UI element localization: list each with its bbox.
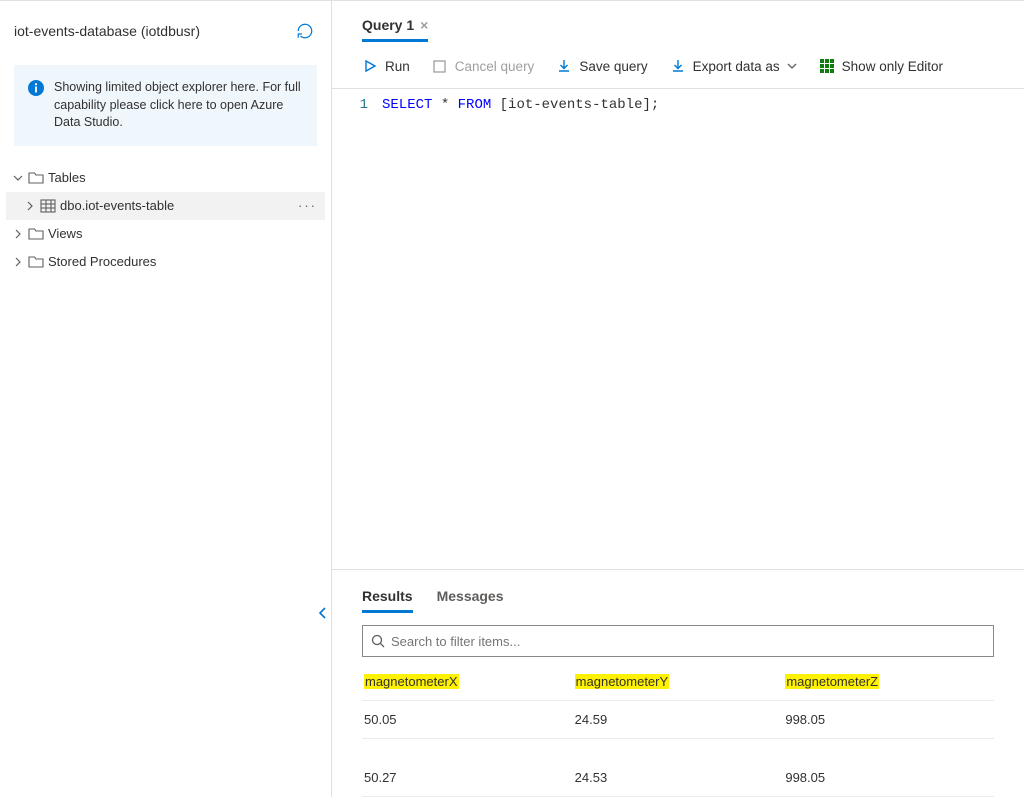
play-icon xyxy=(362,58,378,74)
button-label: Save query xyxy=(579,59,647,74)
refresh-button[interactable] xyxy=(293,19,317,43)
cell: 24.59 xyxy=(573,702,784,737)
cell: 998.05 xyxy=(783,760,994,795)
line-number: 1 xyxy=(332,97,368,113)
collapse-results-button[interactable] xyxy=(318,606,328,625)
column-header[interactable]: magnetometerY xyxy=(573,664,784,699)
results-pane: Results Messages magnetometerX magnetome… xyxy=(332,569,1024,797)
grid-header-row: magnetometerX magnetometerY magnetometer… xyxy=(362,663,994,701)
column-header[interactable]: magnetometerX xyxy=(362,664,573,699)
cell: 24.53 xyxy=(573,760,784,795)
info-icon xyxy=(28,80,44,96)
results-grid: magnetometerX magnetometerY magnetometer… xyxy=(362,663,994,797)
info-text: Showing limited object explorer here. Fo… xyxy=(54,79,303,132)
chevron-right-icon xyxy=(12,228,24,240)
keyword: FROM xyxy=(458,97,492,113)
info-banner[interactable]: Showing limited object explorer here. Fo… xyxy=(14,65,317,146)
tree-label: Tables xyxy=(48,170,319,185)
more-actions-button[interactable]: ··· xyxy=(298,198,319,213)
download-icon xyxy=(556,58,572,74)
run-button[interactable]: Run xyxy=(362,58,410,74)
stop-icon xyxy=(432,58,448,74)
tree-node-views[interactable]: Views xyxy=(6,220,325,248)
tree-node-tables[interactable]: Tables xyxy=(6,164,325,192)
show-only-editor-button[interactable]: Show only Editor xyxy=(819,58,943,74)
tree-label: Stored Procedures xyxy=(48,254,319,269)
line-gutter: 1 xyxy=(332,89,380,569)
tree-label: Views xyxy=(48,226,319,241)
table-row[interactable]: 50.27 24.53 998.05 xyxy=(362,759,994,797)
grid-icon xyxy=(819,58,835,74)
tab-results[interactable]: Results xyxy=(362,582,413,613)
button-label: Export data as xyxy=(693,59,780,74)
query-tabs: Query 1 × xyxy=(332,1,1024,42)
chevron-down-icon xyxy=(787,59,797,74)
keyword: SELECT xyxy=(382,97,432,113)
tab-label: Query 1 xyxy=(362,17,414,33)
button-label: Cancel query xyxy=(455,59,535,74)
object-explorer-sidebar: iot-events-database (iotdbusr) Showing l… xyxy=(0,1,332,797)
folder-icon xyxy=(28,226,44,242)
column-header[interactable]: magnetometerZ xyxy=(783,664,994,699)
query-toolbar: Run Cancel query Save query Export data … xyxy=(332,42,1024,88)
button-label: Show only Editor xyxy=(842,59,943,74)
folder-icon xyxy=(28,170,44,186)
search-icon xyxy=(371,634,385,648)
sql-editor[interactable]: 1 SELECT * FROM [iot-events-table]; xyxy=(332,88,1024,569)
main-area: Query 1 × Run Cancel query Save query xyxy=(332,1,1024,797)
chevron-right-icon xyxy=(24,200,36,212)
refresh-icon xyxy=(296,22,314,40)
button-label: Run xyxy=(385,59,410,74)
database-title: iot-events-database (iotdbusr) xyxy=(14,23,200,39)
code-area[interactable]: SELECT * FROM [iot-events-table]; xyxy=(380,89,1024,569)
tree-label: dbo.iot-events-table xyxy=(60,198,294,213)
save-query-button[interactable]: Save query xyxy=(556,58,647,74)
table-row[interactable]: 50.05 24.59 998.05 xyxy=(362,701,994,739)
table-icon xyxy=(40,198,56,214)
tab-messages[interactable]: Messages xyxy=(437,582,504,613)
close-icon[interactable]: × xyxy=(420,18,428,32)
folder-icon xyxy=(28,254,44,270)
tree-node-stored-procedures[interactable]: Stored Procedures xyxy=(6,248,325,276)
cell: 998.05 xyxy=(783,702,994,737)
spacer-row xyxy=(362,739,994,759)
results-search-input[interactable] xyxy=(391,634,985,649)
object-tree: Tables dbo.iot-events-table ··· Views xyxy=(0,164,331,276)
code-text: * xyxy=(432,97,457,113)
tab-query-1[interactable]: Query 1 × xyxy=(362,11,428,42)
chevron-right-icon xyxy=(12,256,24,268)
tree-node-table-item[interactable]: dbo.iot-events-table ··· xyxy=(6,192,325,220)
cell: 50.05 xyxy=(362,702,573,737)
result-tabs: Results Messages xyxy=(332,570,1024,613)
code-text: [iot-events-table]; xyxy=(491,97,659,113)
export-data-button[interactable]: Export data as xyxy=(670,58,797,74)
sidebar-header: iot-events-database (iotdbusr) xyxy=(0,1,331,55)
cancel-query-button: Cancel query xyxy=(432,58,535,74)
cell: 50.27 xyxy=(362,760,573,795)
results-search[interactable] xyxy=(362,625,994,657)
download-icon xyxy=(670,58,686,74)
chevron-down-icon xyxy=(12,172,24,184)
